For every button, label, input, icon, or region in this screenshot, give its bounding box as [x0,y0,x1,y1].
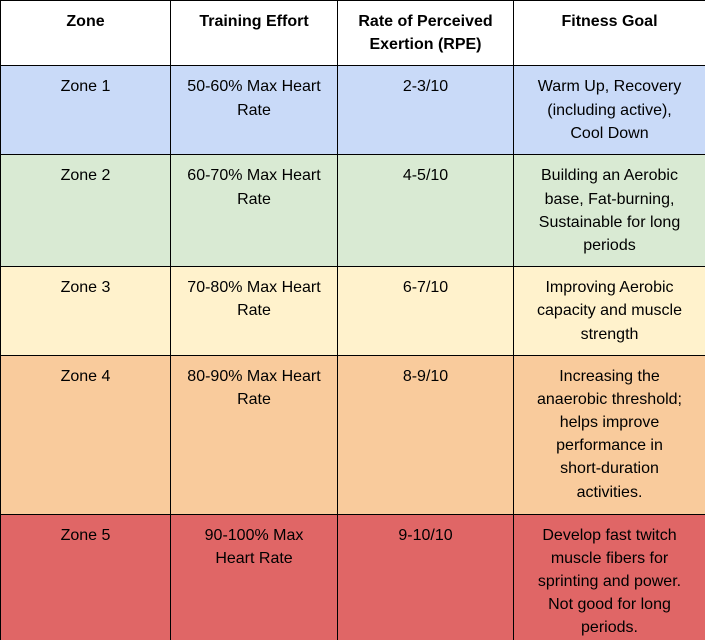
table-row-zone-3: Zone 3 70-80% Max Heart Rate 6-7/10 Impr… [0,266,705,356]
cell-zone-1-name: Zone 1 [0,65,171,156]
cell-zone-4-rpe: 8-9/10 [337,354,514,515]
table-row-zone-2: Zone 2 60-70% Max Heart Rate 4-5/10 Buil… [0,154,705,268]
header-fitness-goal: Fitness Goal [513,0,705,67]
cell-zone-4-name: Zone 4 [0,354,171,515]
cell-zone-5-effort: 90-100% Max Heart Rate [170,513,338,640]
cell-zone-5-goal: Develop fast twitch muscle fibers for sp… [513,513,705,640]
cell-zone-2-effort: 60-70% Max Heart Rate [170,154,338,268]
cell-zone-3-effort: 70-80% Max Heart Rate [170,266,338,356]
cell-zone-2-rpe: 4-5/10 [337,154,514,268]
cell-zone-1-goal: Warm Up, Recovery (including active), Co… [513,65,705,156]
cell-zone-1-effort: 50-60% Max Heart Rate [170,65,338,156]
header-training-effort: Training Effort [170,0,338,67]
cell-zone-4-effort: 80-90% Max Heart Rate [170,354,338,515]
table-row-zone-1: Zone 1 50-60% Max Heart Rate 2-3/10 Warm… [0,65,705,156]
cell-zone-5-rpe: 9-10/10 [337,513,514,640]
cell-zone-2-goal: Building an Aerobic base, Fat-burning, S… [513,154,705,268]
cell-zone-5-name: Zone 5 [0,513,171,640]
cell-zone-4-goal: Increasing the anaerobic threshold; help… [513,354,705,515]
cell-zone-1-rpe: 2-3/10 [337,65,514,156]
table-row-zone-5: Zone 5 90-100% Max Heart Rate 9-10/10 De… [0,513,705,640]
header-rpe: Rate of Perceived Exertion (RPE) [337,0,514,67]
cell-zone-2-name: Zone 2 [0,154,171,268]
header-zone: Zone [0,0,171,67]
cell-zone-3-rpe: 6-7/10 [337,266,514,356]
cell-zone-3-name: Zone 3 [0,266,171,356]
table-row-zone-4: Zone 4 80-90% Max Heart Rate 8-9/10 Incr… [0,354,705,515]
table-header-row: Zone Training Effort Rate of Perceived E… [0,0,705,67]
cell-zone-3-goal: Improving Aerobic capacity and muscle st… [513,266,705,356]
